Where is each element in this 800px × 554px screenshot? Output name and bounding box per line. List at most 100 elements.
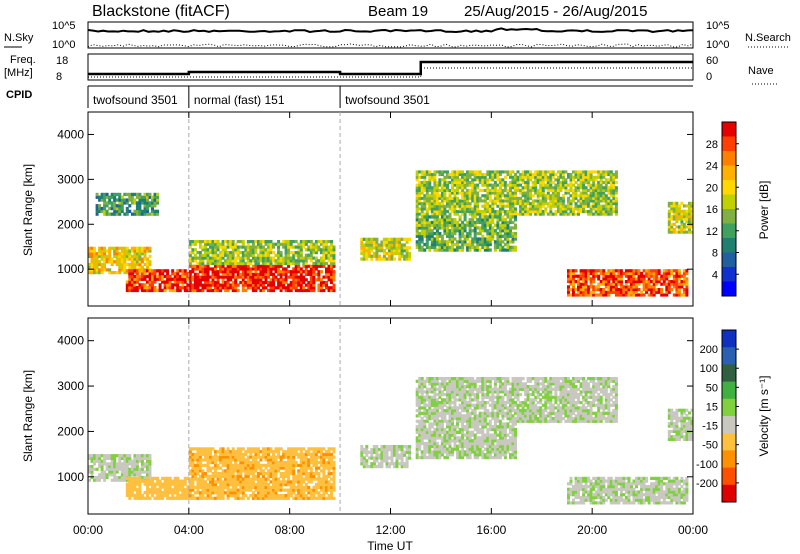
data-cell [211,242,215,246]
data-cell [393,249,396,253]
data-cell [297,488,301,492]
data-cell [332,261,336,266]
data-cell [564,180,568,184]
data-cell [561,194,565,198]
data-cell [206,240,210,244]
data-cell [579,293,583,297]
data-cell [133,473,137,477]
data-cell [138,476,142,481]
data-cell [488,210,492,214]
data-cell [435,226,439,230]
data-cell [146,274,149,279]
data-cell [118,204,122,208]
data-cell [146,454,149,458]
data-cell [587,183,591,187]
data-cell [332,488,336,492]
data-cell [491,218,495,222]
data-cell [488,183,492,187]
data-cell [551,212,555,216]
data-cell [196,466,200,470]
data-cell [539,188,543,192]
data-cell [113,467,117,471]
data-cell [564,204,568,208]
data-cell [325,248,328,252]
data-cell [569,180,573,184]
data-cell [176,274,180,279]
data-cell [211,480,215,484]
data-cell [224,251,228,255]
data-cell [115,478,119,482]
data-cell [196,288,200,293]
data-cell [108,470,112,474]
data-cell [526,178,530,182]
data-cell [577,175,580,179]
data-cell [604,277,608,281]
data-cell [143,209,147,213]
data-cell [241,483,245,487]
data-cell [292,452,296,456]
data-cell [231,472,235,476]
data-cell [592,188,596,192]
data-cell [304,253,308,257]
data-cell [90,249,94,253]
data-cell [521,207,525,211]
data-cell [498,207,502,211]
data-cell [425,194,429,198]
data-cell [592,293,596,297]
data-cell [325,463,328,467]
data-cell [456,210,459,214]
data-cell [456,183,459,187]
data-cell [158,274,162,279]
data-cell [589,175,593,179]
data-cell [498,223,502,227]
data-cell [471,215,475,219]
data-cell [662,280,666,284]
data-cell [496,183,500,187]
data-cell [244,480,248,484]
data-cell [597,199,601,203]
data-cell [244,485,248,489]
data-cell [435,242,439,247]
data-cell [471,178,475,182]
data-cell [302,275,306,279]
data-cell [178,493,182,498]
data-cell [526,199,530,203]
data-cell [632,274,636,278]
data-cell [188,455,192,459]
data-cell [307,256,311,260]
data-cell [234,483,238,487]
data-cell [675,214,679,218]
data-cell [582,170,586,174]
data-cell [546,196,550,200]
data-cell [297,485,301,489]
data-cell [256,283,260,287]
data-cell [587,178,591,182]
data-cell [314,251,318,255]
data-cell [418,237,422,241]
data-cell [128,479,132,483]
data-cell [501,215,505,219]
data-cell [438,188,442,192]
data-cell [330,466,333,470]
data-cell [224,259,228,263]
data-cell [307,452,311,456]
data-cell [130,485,134,489]
data-cell [425,229,429,233]
nave-series [88,67,693,78]
data-cell [196,256,200,260]
data-cell [307,491,311,495]
data-cell [135,491,139,495]
data-cell [307,270,311,274]
data-cell [314,461,318,465]
data-cell [463,173,467,177]
data-cell [135,257,139,261]
data-cell [438,240,442,244]
data-cell [236,458,240,462]
data-cell [209,447,212,451]
data-cell [224,275,228,279]
data-cell [264,259,268,263]
data-cell [214,242,217,246]
data-cell [496,218,500,222]
data-cell [221,256,225,260]
data-cell [284,463,288,467]
